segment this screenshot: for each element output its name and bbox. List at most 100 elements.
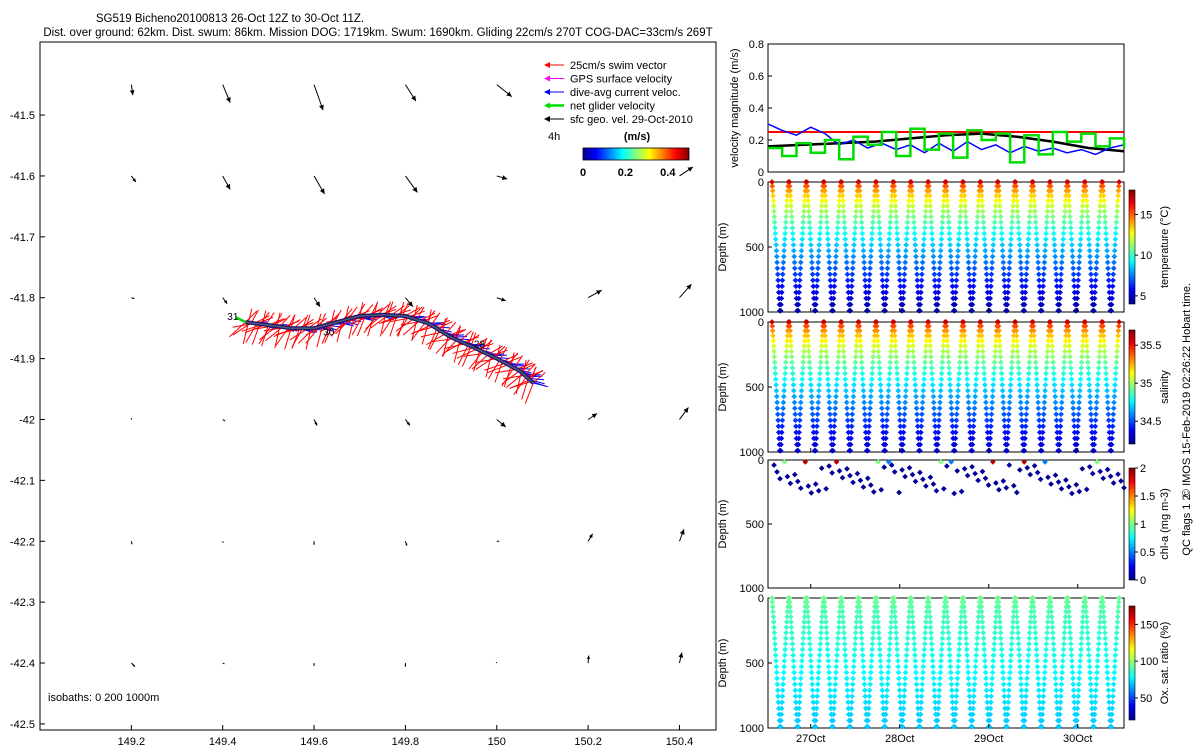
profile-sample xyxy=(986,447,993,454)
profile-sample xyxy=(1058,681,1065,688)
profile-sample xyxy=(865,435,872,442)
profile-sample xyxy=(987,711,994,718)
profile-sample xyxy=(807,370,814,377)
section-colorbar xyxy=(1128,189,1136,305)
profile-sample xyxy=(910,353,917,360)
profile-sample xyxy=(999,387,1006,394)
profile-sample xyxy=(788,348,795,355)
swim-vector xyxy=(370,314,389,329)
section-y-tick-label: 0 xyxy=(758,177,764,189)
profile-sample xyxy=(883,429,889,436)
profile-sample xyxy=(826,669,832,676)
profile-sample xyxy=(1062,343,1069,349)
profile-sample xyxy=(944,343,951,349)
profile-sample xyxy=(996,192,1003,199)
profile-sample xyxy=(919,681,926,688)
profile-sample xyxy=(1091,441,1098,448)
profile-sample xyxy=(997,203,1003,209)
profile-sample xyxy=(877,247,884,254)
profile-sample xyxy=(1040,687,1047,694)
profile-sample xyxy=(885,247,892,254)
profile-sample xyxy=(1077,652,1084,659)
profile-sample xyxy=(952,705,959,712)
profile-sample xyxy=(971,259,978,266)
profile-sample xyxy=(797,687,803,694)
profile-sample xyxy=(894,225,900,231)
profile-sample xyxy=(1035,681,1042,688)
profile-sample xyxy=(923,192,930,199)
profile-sample xyxy=(1036,289,1043,296)
profile-sample xyxy=(836,332,843,339)
profile-sample xyxy=(833,253,839,260)
swim-vector xyxy=(228,321,246,338)
profile-sample xyxy=(971,681,978,688)
profile-sample xyxy=(1083,192,1090,199)
profile-sample xyxy=(978,599,984,605)
profile-sample xyxy=(779,411,786,418)
profile-sample xyxy=(947,382,953,388)
swim-vector xyxy=(521,378,529,400)
profile-sample xyxy=(897,699,904,706)
profile-sample xyxy=(873,323,880,329)
profile-sample xyxy=(792,411,799,418)
profile-sample xyxy=(946,225,952,231)
profile-sample xyxy=(923,337,930,344)
profile-sample xyxy=(873,179,880,185)
profile-sample xyxy=(983,259,989,266)
profile-sample xyxy=(874,332,881,339)
profile-sample xyxy=(1010,482,1017,489)
profile-sample xyxy=(1032,353,1039,360)
profile-sample xyxy=(977,319,984,325)
profile-sample xyxy=(809,405,816,412)
profile-sample xyxy=(1034,247,1041,254)
profile-sample xyxy=(935,435,941,442)
profile-sample xyxy=(1044,353,1050,360)
profile-sample xyxy=(884,265,891,272)
profile-sample xyxy=(1044,203,1051,209)
profile-sample xyxy=(963,359,969,366)
profile-sample xyxy=(1002,289,1008,296)
profile-sample xyxy=(1110,687,1117,694)
profile-sample xyxy=(971,675,978,682)
profile-sample xyxy=(918,417,925,424)
profile-sample xyxy=(1104,399,1111,406)
profile-sample xyxy=(833,658,840,664)
profile-sample xyxy=(949,429,956,436)
profile-sample xyxy=(769,327,776,334)
profile-sample xyxy=(1062,203,1069,209)
profile-sample xyxy=(971,411,977,418)
profile-sample xyxy=(1058,411,1064,418)
profile-sample xyxy=(892,613,899,620)
profile-sample xyxy=(771,635,778,642)
profile-sample xyxy=(1097,197,1104,204)
profile-sample xyxy=(1103,658,1110,664)
profile-sample xyxy=(851,646,858,653)
profile-sample xyxy=(856,603,863,610)
profile-sample xyxy=(819,192,826,199)
profile-sample xyxy=(780,253,787,260)
profile-sample xyxy=(818,624,825,631)
geo-vector-head xyxy=(313,543,315,545)
profile-sample xyxy=(1083,608,1090,615)
profile-sample xyxy=(999,382,1006,388)
profile-sample xyxy=(834,370,841,377)
profile-sample xyxy=(1085,365,1092,371)
profile-sample xyxy=(1039,441,1045,448)
profile-sample xyxy=(865,429,872,436)
profile-sample xyxy=(1013,332,1020,339)
profile-sample xyxy=(1079,629,1085,636)
profile-sample xyxy=(954,393,961,400)
profile-sample xyxy=(853,613,860,620)
profile-sample xyxy=(789,646,796,653)
profile-sample xyxy=(849,405,856,412)
profile-sample xyxy=(981,230,988,237)
profile-sample xyxy=(1093,675,1100,682)
profile-sample xyxy=(874,603,880,610)
profile-sample xyxy=(979,337,986,344)
profile-sample xyxy=(1036,699,1043,706)
profile-sample xyxy=(781,459,788,465)
profile-sample xyxy=(1092,693,1099,700)
profile-sample xyxy=(1007,253,1013,260)
profile-sample xyxy=(899,307,906,314)
profile-sample xyxy=(902,259,909,266)
